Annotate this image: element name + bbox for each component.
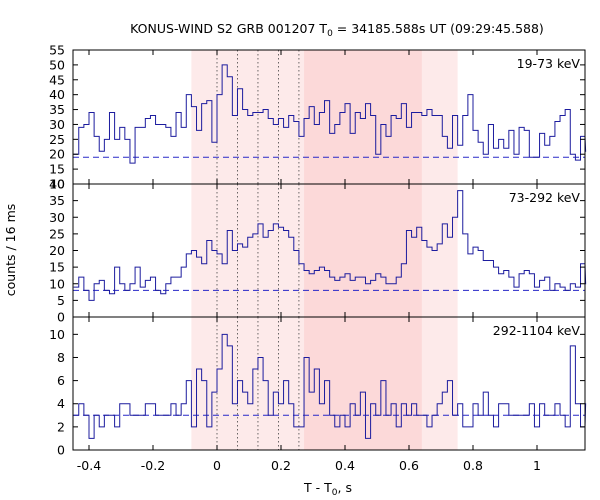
y-tick-label: 2 [57,419,65,434]
energy-band-label: 292-1104 keV [493,323,581,338]
y-tick-label: 0 [57,443,65,458]
x-label-subscript: 0 [332,488,338,498]
x-tick-label: 1 [533,458,541,473]
y-tick-label: 10 [49,276,65,291]
y-tick-label: 40 [49,87,65,102]
y-tick-label: 55 [49,43,65,58]
y-tick-label: 20 [49,243,65,258]
x-tick-label: -0.4 [77,458,101,473]
y-tick-label: 6 [57,373,65,388]
y-tick-label: 10 [49,327,65,342]
x-tick-label: 0.6 [399,458,419,473]
y-tick-label: 8 [57,350,65,365]
x-tick-label: 0.4 [335,458,355,473]
y-tick-label: 45 [49,72,65,87]
title-suffix: = 34185.588s UT (09:29:45.588) [333,21,544,36]
shaded-interval-2 [304,317,422,450]
x-label-prefix: T - T [303,480,332,495]
y-tick-label: 15 [49,260,65,275]
x-label-suffix: , s [338,480,352,495]
y-axis-label: counts / 16 ms [3,204,18,297]
energy-band-label: 19-73 keV [517,56,581,71]
y-tick-label: 4 [57,396,65,411]
title-subscript: 0 [327,29,333,39]
panel-3: 0 2 4 6 8 10 292-1104 keV [49,316,587,458]
panel-frame [72,316,586,451]
y-tick-label: 50 [49,57,65,72]
y-tick-label: 15 [49,162,65,177]
y-tick-label: 20 [49,147,65,162]
chart-title: KONUS-WIND S2 GRB 001207 T0 = 34185.588s… [130,21,544,39]
x-tick-label: -0.2 [141,458,165,473]
energy-band-label: 73-292 keV [509,190,581,205]
count-histogram [73,64,587,164]
svg-text:T - T0, s: T - T0, s [303,480,352,498]
y-tick-label: 30 [49,117,65,132]
x-axis-label: T - T0, s [303,480,352,498]
shaded-interval-2 [304,50,422,184]
x-tick-label: 0.8 [463,458,483,473]
y-tick-label: 25 [49,132,65,147]
count-histogram [73,190,587,301]
y-tick-label: 30 [49,210,65,225]
y-tick-label: 40 [49,177,65,192]
title-prefix: KONUS-WIND S2 GRB 001207 T [130,21,327,36]
y-tick-label: 25 [49,226,65,241]
count-histogram [73,333,587,439]
y-tick-label: 0 [57,310,65,325]
svg-text:KONUS-WIND S2 GRB 001207 T0 =: KONUS-WIND S2 GRB 001207 T0 = 34185.588s… [130,21,544,39]
y-tick-label: 35 [49,102,65,117]
y-tick-label: 5 [57,293,65,308]
x-tick-label: 0 [213,458,221,473]
y-tick-label: 10 [49,177,65,192]
y-tick-label: 35 [49,193,65,208]
x-tick-label: 0.2 [271,458,291,473]
shaded-interval-2 [304,184,422,317]
